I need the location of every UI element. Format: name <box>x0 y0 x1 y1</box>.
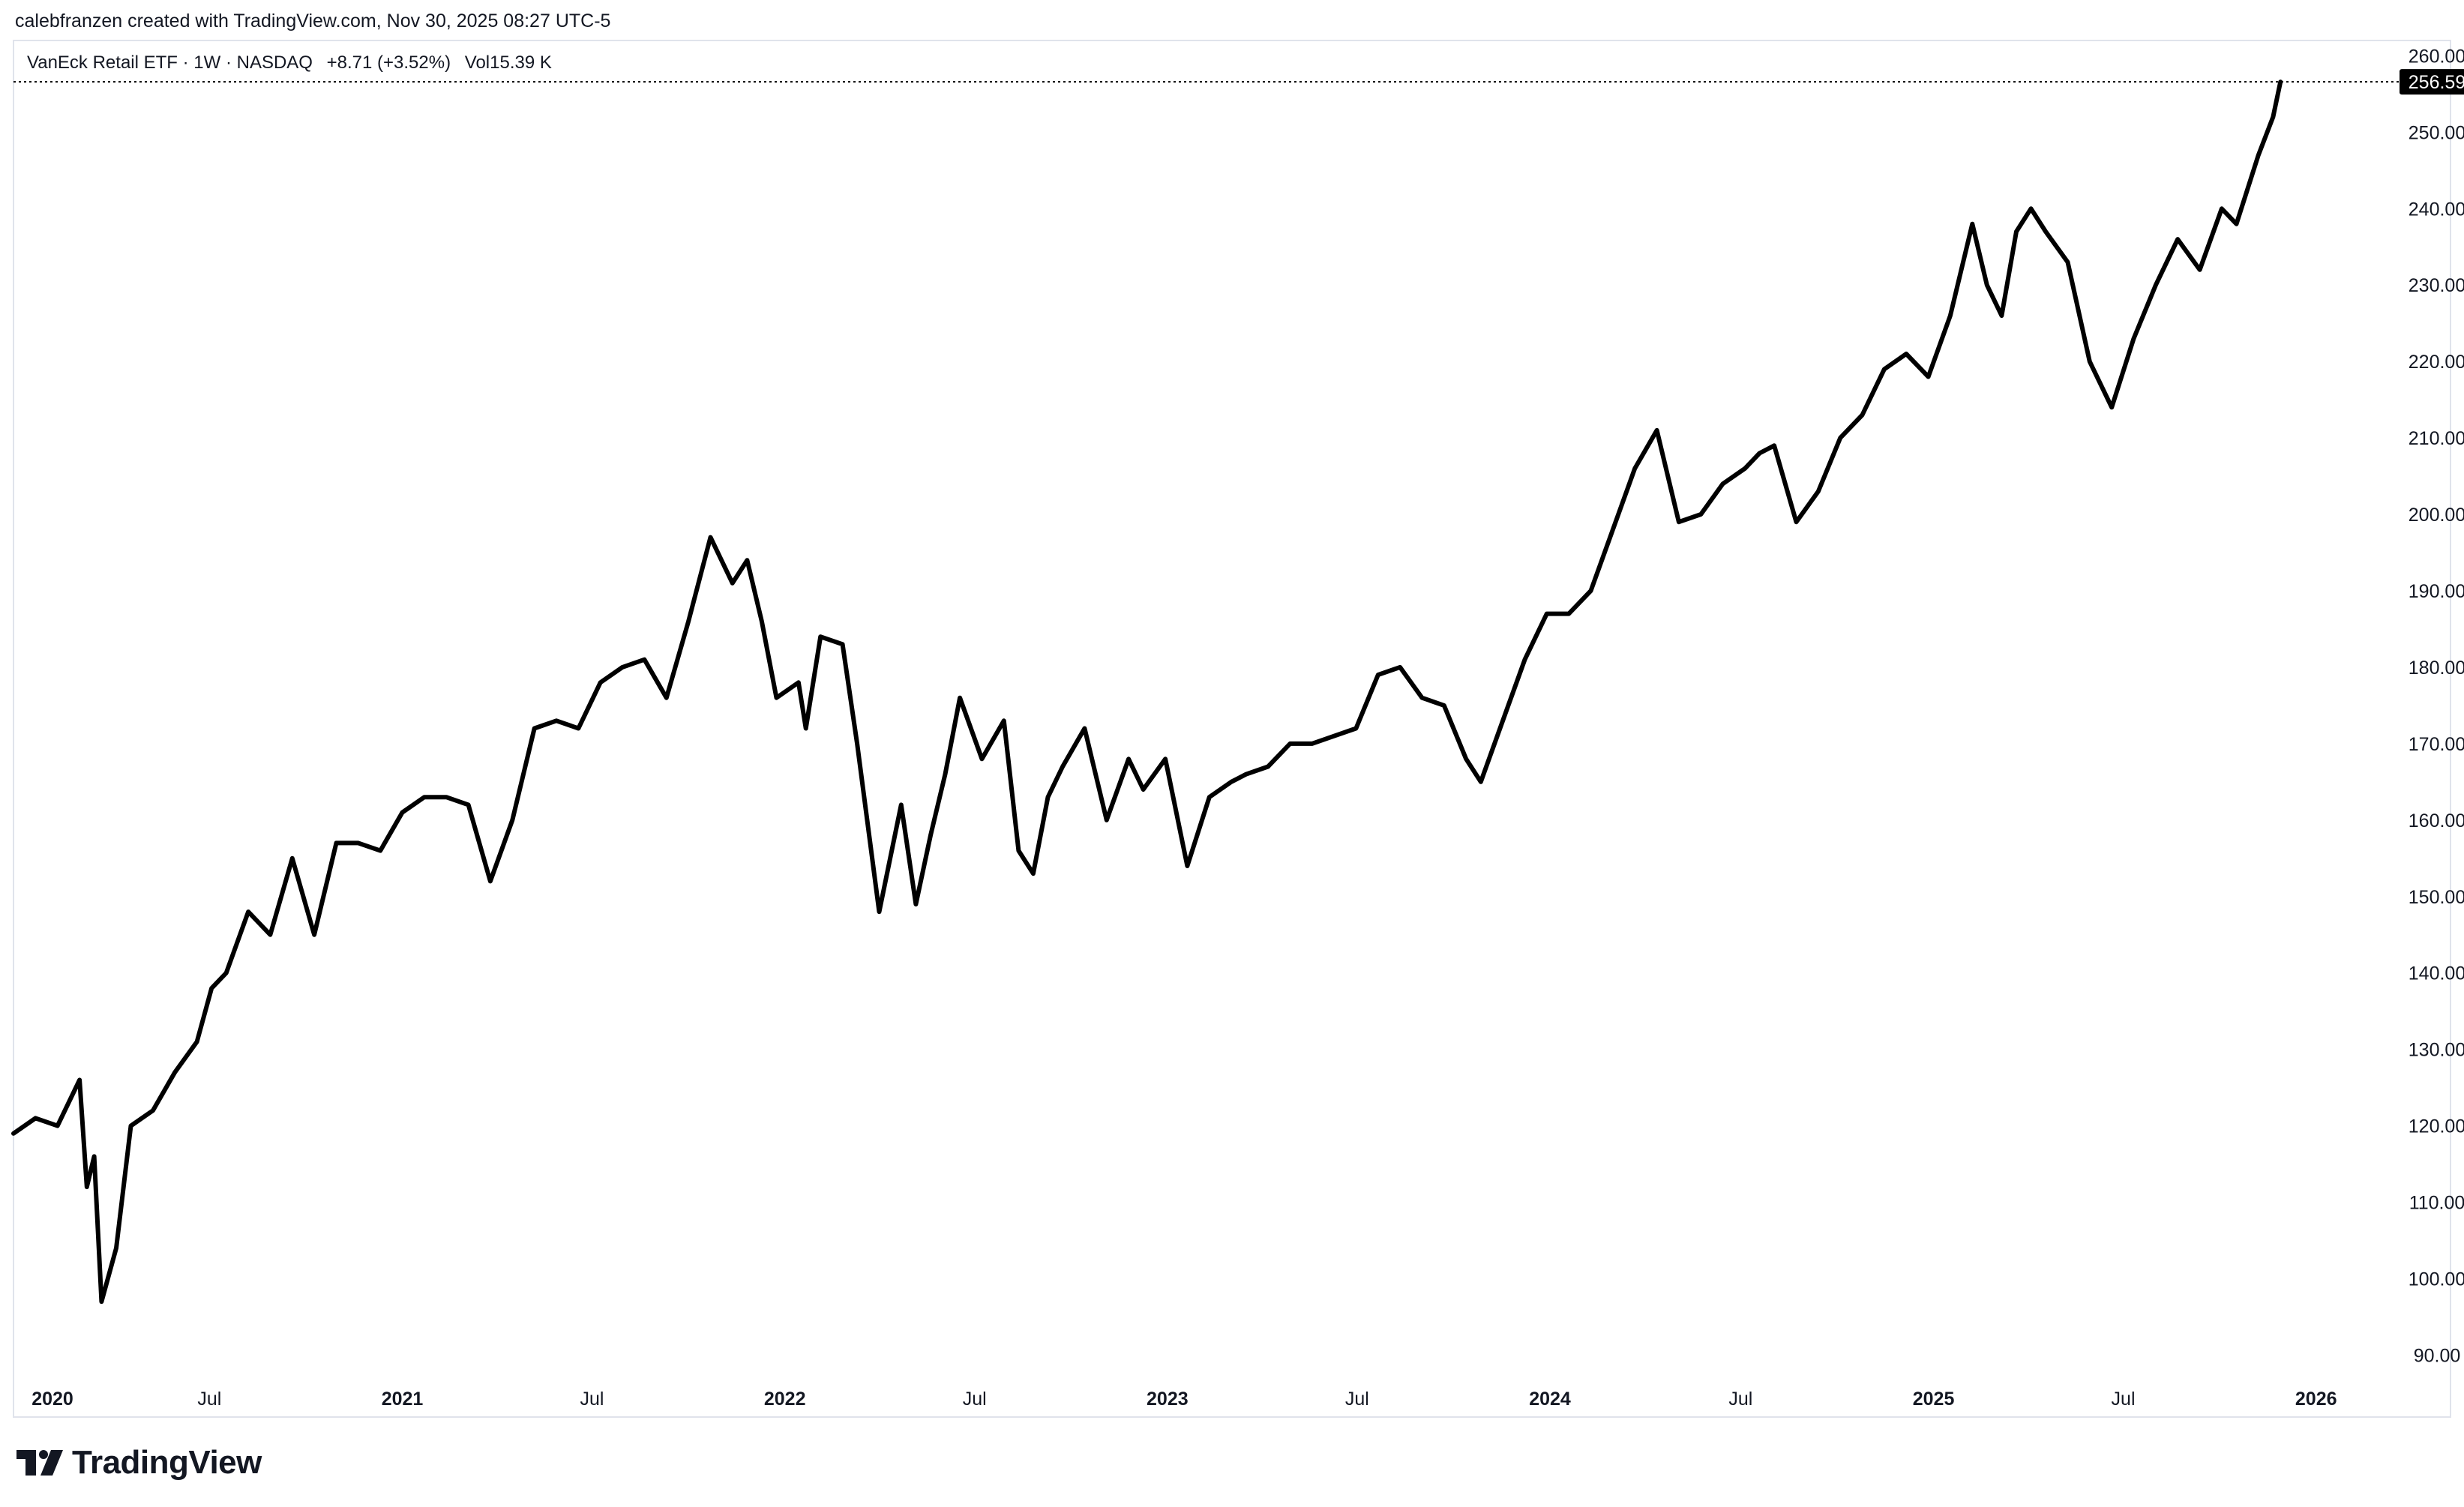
y-tick-label: 230.00 <box>2409 275 2464 296</box>
x-tick-label: 2024 <box>1529 1389 1571 1410</box>
y-tick-label: 120.00 <box>2409 1116 2464 1137</box>
x-tick-label: 2026 <box>2295 1389 2337 1410</box>
tradingview-logo-text: TradingView <box>72 1444 262 1481</box>
volume-value: Vol15.39 K <box>464 52 552 73</box>
last-price-tag: 256.59 <box>2400 69 2464 95</box>
y-axis: 90.00 100.00 110.00 120.00 130.00 140.00 150.0… <box>2409 46 2464 1366</box>
x-tick-label: 2025 <box>1913 1389 1955 1410</box>
attribution-text: calebfranzen created with TradingView.co… <box>15 10 611 31</box>
tradingview-logo[interactable]: TradingView <box>16 1444 262 1482</box>
y-tick-label: 150.00 <box>2409 887 2464 908</box>
x-tick-label: Jul <box>963 1389 987 1410</box>
y-tick-label: 100.00 <box>2409 1269 2464 1290</box>
y-tick-label: 140.00 <box>2409 963 2464 984</box>
tradingview-logo-icon <box>16 1450 63 1476</box>
last-price-tag-bg <box>2400 69 2464 95</box>
y-tick-label: 180.00 <box>2409 658 2464 679</box>
y-tick-label: 90.00 <box>2414 1345 2461 1366</box>
y-tick-label: 240.00 <box>2409 199 2464 220</box>
x-axis: 2020 Jul 2021 Jul 2022 Jul 2023 Jul 2024 Jul 2025 J… <box>31 1389 2337 1410</box>
x-tick-label: 2020 <box>31 1389 73 1410</box>
plot-border <box>13 40 2451 1418</box>
y-tick-label: 260.00 <box>2409 46 2464 67</box>
y-tick-label: 210.00 <box>2409 428 2464 449</box>
x-tick-label: Jul <box>2112 1389 2136 1410</box>
symbol-legend[interactable]: VanEck Retail ETF · 1W · NASDAQ +8.71 (+… <box>27 52 561 73</box>
x-tick-label: 2022 <box>764 1389 806 1410</box>
y-tick-label: 250.00 <box>2409 122 2464 143</box>
series-line-vaneck-retail <box>11 79 2283 1305</box>
y-tick-label: 200.00 <box>2409 505 2464 526</box>
x-tick-label: 2023 <box>1147 1389 1189 1410</box>
x-tick-label: Jul <box>580 1389 604 1410</box>
x-tick-label: Jul <box>197 1389 221 1410</box>
y-tick-label: 110.00 <box>2409 1193 2464 1214</box>
x-tick-label: Jul <box>1728 1389 1752 1410</box>
y-tick-label: 220.00 <box>2409 352 2464 373</box>
x-tick-label: 2021 <box>382 1389 424 1410</box>
price-change: +8.71 (+3.52%) <box>326 52 451 73</box>
symbol-name: VanEck Retail ETF · 1W · NASDAQ <box>27 52 313 73</box>
x-tick-label: Jul <box>1345 1389 1369 1410</box>
y-tick-label: 160.00 <box>2409 810 2464 831</box>
y-tick-label: 190.00 <box>2409 581 2464 602</box>
last-price-tag-text: 256.59 <box>2409 72 2464 93</box>
y-tick-label: 130.00 <box>2409 1040 2464 1061</box>
y-tick-label: 170.00 <box>2409 734 2464 755</box>
